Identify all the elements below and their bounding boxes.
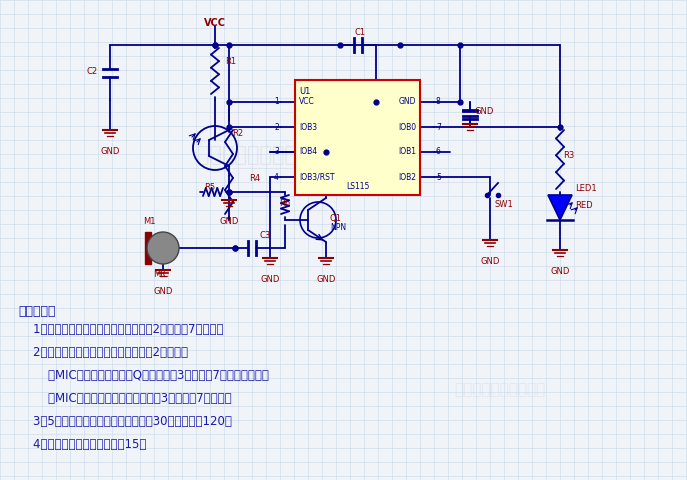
Text: C1: C1 xyxy=(354,28,365,37)
Text: IOB1: IOB1 xyxy=(398,147,416,156)
Text: GND: GND xyxy=(100,147,120,156)
Text: IOB4: IOB4 xyxy=(299,147,317,156)
Text: LED1: LED1 xyxy=(575,184,596,193)
Text: 4: 4 xyxy=(274,172,279,181)
Text: R5: R5 xyxy=(204,183,215,192)
Text: IOB3: IOB3 xyxy=(299,122,317,132)
Text: R1: R1 xyxy=(225,58,236,67)
Text: GND: GND xyxy=(260,275,280,284)
Text: U1: U1 xyxy=(299,87,311,96)
Text: R6: R6 xyxy=(280,199,291,208)
Text: 2、晚上，光敏电阻无光感，呈低阻，2脚为低：: 2、晚上，光敏电阻无光感，呈低阻，2脚为低： xyxy=(18,346,188,359)
Text: C3: C3 xyxy=(260,231,271,240)
FancyBboxPatch shape xyxy=(295,80,420,195)
Text: R3: R3 xyxy=(563,151,574,159)
Text: GND: GND xyxy=(219,217,238,226)
Text: 1、白天，光敏电阻感到光，呈高阻，2脚为高，7脚无输出: 1、白天，光敏电阻感到光，呈高阻，2脚为高，7脚无输出 xyxy=(18,323,223,336)
Text: R2: R2 xyxy=(232,129,243,137)
Text: 3: 3 xyxy=(274,147,279,156)
Circle shape xyxy=(147,232,179,264)
Text: 8: 8 xyxy=(436,97,441,107)
Text: 1: 1 xyxy=(274,97,279,107)
Text: MIC: MIC xyxy=(153,270,169,279)
Text: VCC: VCC xyxy=(204,18,226,28)
Text: 7: 7 xyxy=(436,122,441,132)
Text: IOB2: IOB2 xyxy=(398,172,416,181)
Text: 若MIC没有检测到声音，则无法给3脚脉冲，7脚无输出: 若MIC没有检测到声音，则无法给3脚脉冲，7脚无输出 xyxy=(18,392,232,405)
Text: GND: GND xyxy=(475,108,495,117)
Text: 2: 2 xyxy=(274,122,279,132)
Text: GND: GND xyxy=(550,267,570,276)
Text: 6: 6 xyxy=(436,147,441,156)
Text: C2: C2 xyxy=(87,68,98,76)
Text: 4、第一次上电，会延时输出15秒: 4、第一次上电，会延时输出15秒 xyxy=(18,438,146,451)
Text: NPN: NPN xyxy=(330,224,346,232)
Text: VCC: VCC xyxy=(299,97,315,107)
Text: 5: 5 xyxy=(436,172,441,181)
Text: M1: M1 xyxy=(143,217,155,226)
Polygon shape xyxy=(548,195,572,220)
Text: 功能说明：: 功能说明： xyxy=(18,305,56,318)
Text: Q1: Q1 xyxy=(330,214,342,223)
Text: R4: R4 xyxy=(249,174,260,183)
Text: 若MIC检测到声音，则经Q放大后，给3脚脉冲，7脚有高电平输出: 若MIC检测到声音，则经Q放大后，给3脚脉冲，7脚有高电平输出 xyxy=(18,369,269,382)
Text: 3、5脚悬空模式下，每次输出时间为30秒；接地为120秒: 3、5脚悬空模式下，每次输出时间为30秒；接地为120秒 xyxy=(18,415,232,428)
Text: GND: GND xyxy=(398,97,416,107)
Text: IOB3/RST: IOB3/RST xyxy=(299,172,335,181)
Text: GND: GND xyxy=(316,275,336,284)
Text: IOB0: IOB0 xyxy=(398,122,416,132)
Text: GND: GND xyxy=(153,287,172,296)
Text: RED: RED xyxy=(575,201,593,209)
Text: SW1: SW1 xyxy=(495,200,514,209)
Text: GND: GND xyxy=(480,257,499,266)
Text: 深圳星硕科技有限公司: 深圳星硕科技有限公司 xyxy=(197,145,322,165)
Bar xyxy=(145,232,151,264)
Text: 深圳星硕科技有限公司: 深圳星硕科技有限公司 xyxy=(454,383,545,397)
Text: LS115: LS115 xyxy=(346,182,369,191)
